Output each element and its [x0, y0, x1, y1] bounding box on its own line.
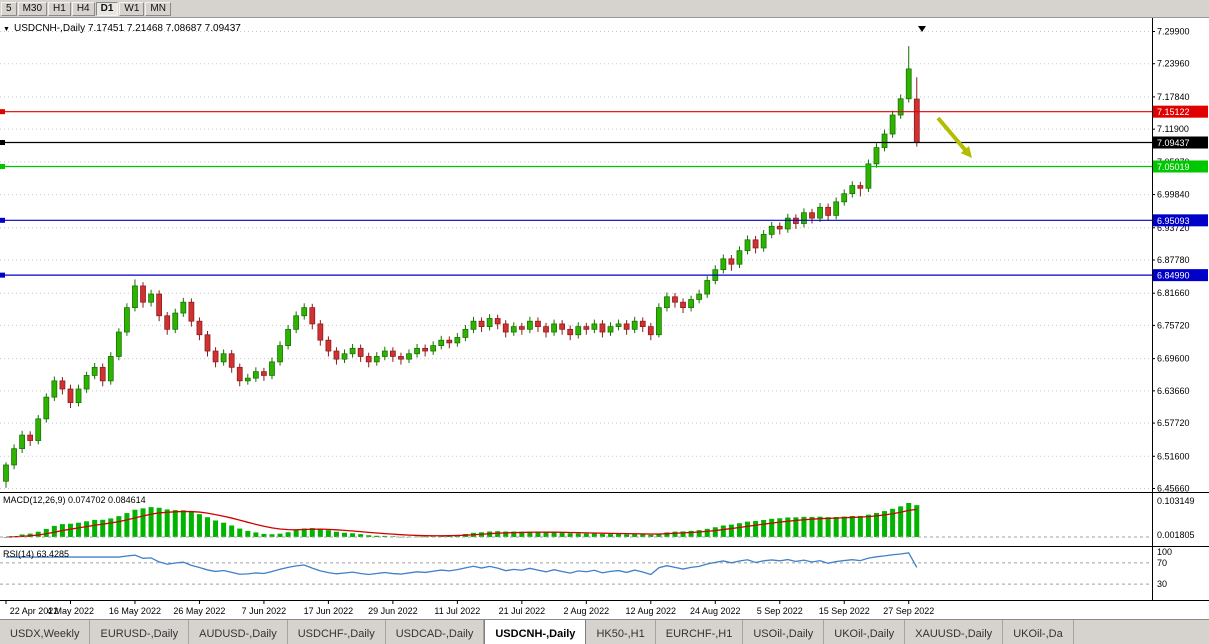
tab-eurusd-daily[interactable]: EURUSD-,Daily — [90, 620, 190, 644]
drawn-arrow-annotation[interactable] — [936, 116, 972, 158]
timeframe-button-w1[interactable]: W1 — [119, 1, 145, 16]
tab-usoil-daily[interactable]: USOil-,Daily — [743, 620, 825, 644]
date-label: 2 Aug 2022 — [564, 606, 610, 616]
price-tick-label: 7.23960 — [1157, 59, 1190, 69]
price-line-axis-label: 6.84990 — [1153, 269, 1208, 282]
support-line-6.95093[interactable] — [0, 217, 1152, 223]
macd-panel — [3, 503, 920, 538]
rsi-panel — [0, 552, 1152, 585]
horizontal-price-lines — [0, 109, 1152, 278]
svg-text:7.05019: 7.05019 — [1157, 162, 1190, 172]
price-tick-label: 7.29900 — [1157, 27, 1190, 37]
price-tick-label: 7.17840 — [1157, 92, 1190, 102]
tab-usdcnh-daily[interactable]: USDCNH-,Daily — [484, 620, 587, 644]
svg-text:6.84990: 6.84990 — [1157, 271, 1190, 281]
date-label: 29 Jun 2022 — [368, 606, 418, 616]
tab-eurchf-h1[interactable]: EURCHF-,H1 — [656, 620, 744, 644]
timeframe-button-mn[interactable]: MN — [145, 1, 171, 16]
timeframe-button-h4[interactable]: H4 — [71, 1, 95, 16]
tab-usdx-weekly[interactable]: USDX,Weekly — [0, 620, 91, 644]
price-line-axis-label: 6.95093 — [1153, 214, 1208, 227]
price-tick-label: 6.63660 — [1157, 386, 1190, 396]
current-price-line-7.09437[interactable] — [0, 140, 1152, 146]
timeframe-button-d1[interactable]: D1 — [95, 1, 119, 16]
tab-hk50-h1[interactable]: HK50-,H1 — [586, 620, 656, 644]
price-tick-label: 6.57720 — [1157, 418, 1190, 428]
macd-label: MACD(12,26,9) 0.074702 0.084614 — [3, 495, 146, 505]
date-label: 27 Sep 2022 — [883, 606, 934, 616]
price-gridlines — [0, 31, 1152, 489]
date-label: 12 Aug 2022 — [626, 606, 677, 616]
date-label: 22 Apr 2022 — [10, 606, 59, 616]
rsi-level-label: 30 — [1157, 579, 1167, 589]
macd-axis-max: 0.103149 — [1157, 496, 1195, 506]
price-tick-label: 6.99840 — [1157, 190, 1190, 200]
price-tick-label: 6.81660 — [1157, 288, 1190, 298]
date-label: 17 Jun 2022 — [304, 606, 354, 616]
timeframe-toolbar: 5 M30 H1 H4 D1 W1 MN — [0, 0, 1209, 18]
price-line-axis-label: 7.05019 — [1153, 160, 1208, 173]
date-label: 26 May 2022 — [173, 606, 225, 616]
date-label: 5 Sep 2022 — [757, 606, 803, 616]
price-tick-label: 6.45660 — [1157, 484, 1190, 494]
timeframe-button-5[interactable]: 5 — [1, 1, 17, 16]
chart-title: USDCNH-,Daily 7.17451 7.21468 7.08687 7.… — [14, 23, 241, 34]
chart-tabs-bar: USDX,Weekly EURUSD-,Daily AUDUSD-,Daily USD… — [0, 619, 1209, 644]
date-label: 7 Jun 2022 — [242, 606, 287, 616]
chart-dropdown-arrow-icon[interactable]: ▼ — [3, 26, 10, 33]
price-axis[interactable]: 7.299007.239607.178407.119007.058706.998… — [1152, 27, 1208, 494]
rsi-label: RSI(14) 63.4285 — [3, 549, 69, 559]
tab-xauusd-daily[interactable]: XAUUSD-,Daily — [905, 620, 1004, 644]
tab-ukoil-daily[interactable]: UKOil-,Daily — [824, 620, 906, 644]
price-tick-label: 6.75720 — [1157, 320, 1190, 330]
macd-axis-zero: 0.001805 — [1157, 530, 1195, 540]
tab-usdchf-daily[interactable]: USDCHF-,Daily — [288, 620, 386, 644]
date-label: 16 May 2022 — [109, 606, 161, 616]
panel-borders — [0, 18, 1209, 601]
price-line-axis-label: 7.09437 — [1153, 136, 1208, 149]
peak-marker-icon[interactable] — [918, 26, 926, 32]
candlestick-series — [3, 46, 920, 488]
rsi-level-label: 100 — [1157, 547, 1172, 557]
date-label: 11 Jul 2022 — [434, 606, 480, 616]
svg-text:7.09437: 7.09437 — [1157, 138, 1190, 148]
timeframe-button-h1[interactable]: H1 — [48, 1, 71, 16]
price-chart[interactable]: 7.299007.239607.178407.119007.058706.998… — [0, 18, 1209, 619]
support-line-6.84990[interactable] — [0, 272, 1152, 278]
rsi-level-label: 70 — [1157, 558, 1167, 568]
svg-text:7.15122: 7.15122 — [1157, 107, 1190, 117]
date-label: 4 May 2022 — [47, 606, 94, 616]
tab-usdcad-daily[interactable]: USDCAD-,Daily — [386, 620, 485, 644]
tab-ukoil-da[interactable]: UKOil-,Da — [1003, 620, 1074, 644]
timeframe-button-m30[interactable]: M30 — [17, 1, 48, 16]
resistance-line-7.15122[interactable] — [0, 109, 1152, 115]
support-line-7.05019[interactable] — [0, 163, 1152, 169]
price-line-axis-label: 7.15122 — [1153, 105, 1208, 118]
price-tick-label: 6.87780 — [1157, 255, 1190, 265]
date-label: 15 Sep 2022 — [819, 606, 870, 616]
svg-text:6.95093: 6.95093 — [1157, 216, 1190, 226]
price-tick-label: 6.93720 — [1157, 223, 1190, 233]
price-tick-label: 6.69600 — [1157, 354, 1190, 364]
price-tick-label: 7.11900 — [1157, 124, 1189, 134]
price-tick-label: 6.51600 — [1157, 451, 1190, 461]
tab-audusd-daily[interactable]: AUDUSD-,Daily — [189, 620, 288, 644]
date-label: 24 Aug 2022 — [690, 606, 741, 616]
date-label: 21 Jul 2022 — [499, 606, 546, 616]
